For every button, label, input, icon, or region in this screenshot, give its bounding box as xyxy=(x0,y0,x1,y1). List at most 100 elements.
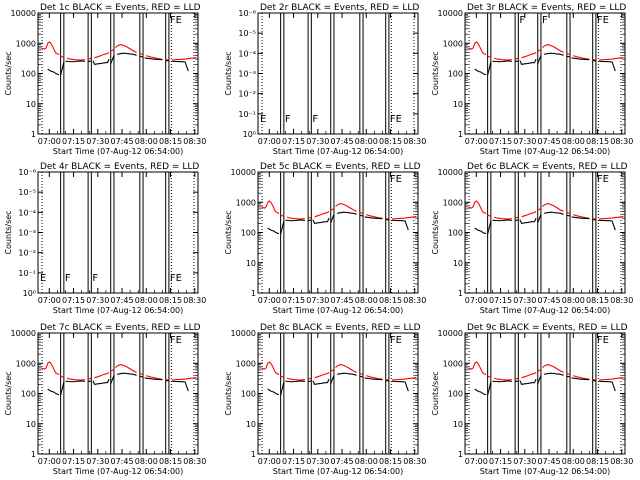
x-tick-label: 07:30 xyxy=(306,457,329,466)
y-tick-label: 10⁻³ xyxy=(18,229,36,238)
flag-label: FE xyxy=(390,114,402,125)
y-tick-label: 100 xyxy=(21,390,36,399)
x-tick-label: 08:30 xyxy=(610,137,633,146)
x-tick-label: 07:30 xyxy=(86,137,109,146)
y-tick-label: 10 xyxy=(453,259,463,268)
flag-label: F xyxy=(285,114,291,125)
y-tick-label: 10⁰ xyxy=(243,130,256,139)
y-tick-label: 10000 xyxy=(231,168,256,177)
x-tick-label: 07:00 xyxy=(465,296,488,305)
y-tick-label: 1 xyxy=(458,289,463,298)
flag-label: FE xyxy=(597,335,609,346)
x-tick-label: 07:15 xyxy=(62,296,85,305)
y-tick-label: 100 xyxy=(241,229,256,238)
y-tick-label: 10000 xyxy=(11,9,36,18)
y-tick-label: 1 xyxy=(458,450,463,459)
lld-series-line xyxy=(261,361,417,381)
chart-panel-5: Det 5c BLACK = Events, RED = LLD 1 10 100 10… xyxy=(224,162,426,315)
flag-label: FE xyxy=(170,15,182,26)
x-tick-label: 08:00 xyxy=(355,137,378,146)
plot-frame xyxy=(464,171,626,294)
x-tick-label: 08:15 xyxy=(159,296,182,305)
flag-label: F xyxy=(92,273,98,284)
flag-label: FE xyxy=(390,335,402,346)
plot-frame xyxy=(37,12,199,135)
chart-title: Det 6c BLACK = Events, RED = LLD xyxy=(467,162,628,172)
x-tick-label: 08:00 xyxy=(135,296,158,305)
y-axis-label: Counts/sec xyxy=(224,210,233,254)
y-axis-label: Counts/sec xyxy=(431,371,440,415)
x-tick-label: 08:30 xyxy=(183,457,206,466)
y-tick-label: 1 xyxy=(31,130,36,139)
flag-label: FE xyxy=(170,335,182,346)
chart-panel-3: Det 3r BLACK = Events, RED = LLD 1 10 100 10… xyxy=(431,3,633,156)
chart-title: Det 3r BLACK = Events, RED = LLD xyxy=(467,3,626,13)
chart-panel-7: Det 7c BLACK = Events, RED = LLD 1 10 100 10… xyxy=(4,323,206,476)
x-tick-label: 08:00 xyxy=(355,457,378,466)
lld-series-line xyxy=(41,361,197,381)
y-tick-label: 10000 xyxy=(438,168,463,177)
x-tick-label: 07:30 xyxy=(513,137,536,146)
x-tick-label: 08:15 xyxy=(586,137,609,146)
y-tick-label: 10⁰ xyxy=(23,289,36,298)
y-tick-label: 10 xyxy=(453,420,463,429)
flag-label: FE xyxy=(597,174,609,185)
lld-series-line xyxy=(468,361,624,381)
flag-label: F xyxy=(312,114,318,125)
x-tick-label: 07:15 xyxy=(489,457,512,466)
x-tick-label: 08:30 xyxy=(403,296,426,305)
x-tick-label: 07:15 xyxy=(282,296,305,305)
y-tick-label: 1 xyxy=(251,289,256,298)
events-series-line xyxy=(47,52,189,76)
x-tick-label: 08:30 xyxy=(610,296,633,305)
flag-label: F xyxy=(519,15,525,26)
y-tick-label: 10⁻⁴ xyxy=(18,208,36,217)
events-series-line xyxy=(267,211,409,235)
x-axis-label: Start Time (07-Aug-12 06:54:00) xyxy=(273,147,404,156)
x-tick-label: 07:45 xyxy=(331,137,354,146)
chart-title: Det 2r BLACK = Events, RED = LLD xyxy=(260,3,419,13)
y-tick-label: 10⁻⁵ xyxy=(238,29,256,38)
y-tick-label: 10000 xyxy=(438,9,463,18)
y-tick-label: 100 xyxy=(448,229,463,238)
flag-label: F xyxy=(65,273,71,284)
x-tick-label: 08:30 xyxy=(183,137,206,146)
x-tick-label: 07:15 xyxy=(62,457,85,466)
chart-title: Det 7c BLACK = Events, RED = LLD xyxy=(40,323,201,333)
x-axis-label: Start Time (07-Aug-12 06:54:00) xyxy=(53,467,184,476)
x-tick-label: 08:30 xyxy=(403,137,426,146)
x-axis-label: Start Time (07-Aug-12 06:54:00) xyxy=(53,147,184,156)
x-tick-label: 07:45 xyxy=(111,457,134,466)
chart-panel-2: Det 2r BLACK = Events, RED = LLD 10⁰ 10⁻¹ 1… xyxy=(224,3,426,156)
y-tick-label: 10⁻⁵ xyxy=(18,188,36,197)
y-tick-label: 10 xyxy=(453,100,463,109)
plot-frame xyxy=(464,12,626,135)
x-tick-label: 08:15 xyxy=(379,296,402,305)
y-tick-label: 10⁻¹ xyxy=(238,110,256,119)
events-series-line xyxy=(47,372,189,396)
y-axis-label: Counts/sec xyxy=(4,210,13,254)
x-tick-label: 07:00 xyxy=(258,457,281,466)
y-tick-label: 100 xyxy=(241,390,256,399)
y-tick-label: 1000 xyxy=(443,198,463,207)
x-tick-label: 07:00 xyxy=(38,137,61,146)
x-axis-label: Start Time (07-Aug-12 06:54:00) xyxy=(273,467,404,476)
plot-frame xyxy=(257,171,419,294)
flag-label: F xyxy=(542,15,548,26)
lld-series-line xyxy=(468,200,624,220)
x-tick-label: 07:30 xyxy=(306,296,329,305)
x-tick-label: 08:00 xyxy=(562,137,585,146)
x-tick-label: 08:30 xyxy=(610,457,633,466)
chart-title: Det 5c BLACK = Events, RED = LLD xyxy=(260,162,421,172)
y-axis-label: Counts/sec xyxy=(431,51,440,95)
y-axis-label: Counts/sec xyxy=(4,51,13,95)
plot-frame xyxy=(257,332,419,455)
y-tick-label: 10000 xyxy=(11,329,36,338)
x-tick-label: 08:00 xyxy=(562,457,585,466)
y-axis-label: Counts/sec xyxy=(224,51,233,95)
y-tick-label: 1000 xyxy=(16,39,36,48)
y-tick-label: 10⁻³ xyxy=(238,70,256,79)
x-tick-label: 08:15 xyxy=(379,137,402,146)
x-tick-label: 07:30 xyxy=(513,457,536,466)
